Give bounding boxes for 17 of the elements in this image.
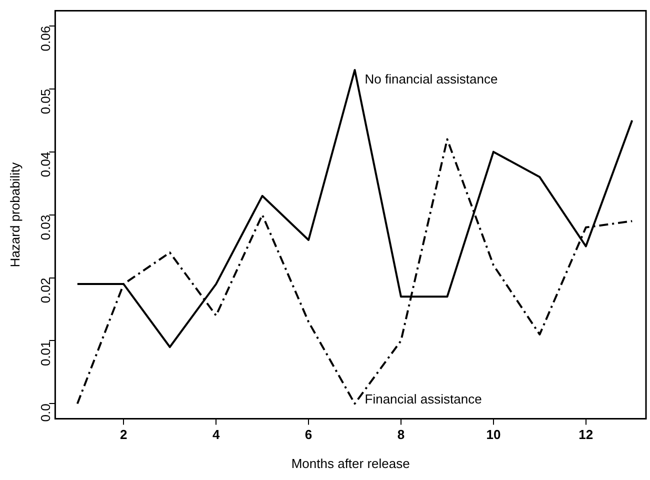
y-tick-label: 0.06 bbox=[38, 26, 53, 52]
y-tick-label: 0.04 bbox=[38, 152, 53, 178]
y-tick-label: 0.01 bbox=[38, 340, 53, 366]
x-tick-label: 6 bbox=[304, 427, 312, 442]
x-tick-label: 12 bbox=[578, 427, 594, 442]
y-axis-title: Hazard probability bbox=[7, 162, 22, 268]
y-tick-label: 0.02 bbox=[38, 278, 53, 304]
x-tick-label: 2 bbox=[120, 427, 128, 442]
y-tick-label: 0.05 bbox=[38, 88, 53, 114]
x-tick-label: 10 bbox=[486, 427, 501, 442]
series-label: Financial assistance bbox=[364, 391, 482, 406]
x-tick-label: 4 bbox=[212, 427, 220, 442]
x-axis-title: Months after release bbox=[291, 456, 410, 471]
y-tick-label: 0.0 bbox=[38, 404, 53, 422]
x-tick-label: 8 bbox=[397, 427, 405, 442]
series-label: No financial assistance bbox=[364, 72, 498, 87]
y-tick-label: 0.03 bbox=[38, 214, 53, 240]
